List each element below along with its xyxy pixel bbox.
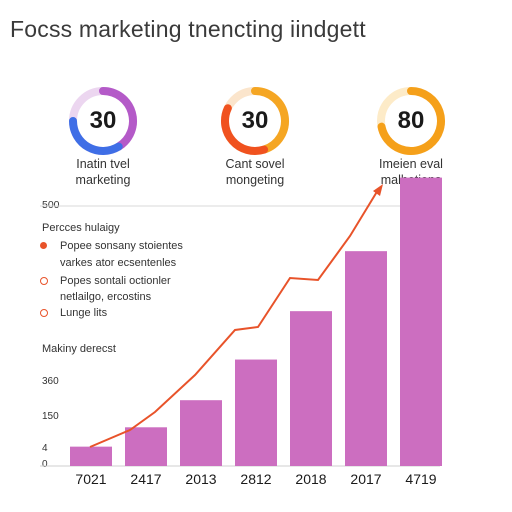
legend-item-1-text: Popee sonsany stoientes	[60, 240, 183, 252]
donut-chart-1: 30	[66, 84, 140, 158]
legend-title: Percces hulaigy	[42, 222, 120, 234]
bar-4	[235, 359, 277, 466]
donut-arc-3a	[407, 87, 445, 149]
donut-label-1-line-1: Inatin tvel	[76, 157, 130, 171]
donut-arc-1a	[99, 87, 137, 151]
donut-arc-1b	[69, 117, 123, 155]
y-tick-3: 4	[42, 443, 48, 454]
donut-chart-3: 80	[374, 84, 448, 158]
bar-1	[70, 446, 112, 466]
chart-top-label: 500	[42, 199, 60, 211]
bar-2	[125, 427, 167, 466]
legend-marker-hollow-icon	[40, 277, 48, 285]
section-label: Makiny derecst	[42, 343, 116, 355]
legend-item-3-text: Popes sontali octionler	[60, 275, 171, 287]
legend-item-5-text: Lunge lits	[60, 307, 108, 319]
legend-marker-filled-icon	[40, 242, 47, 249]
donut-value-1: 30	[89, 107, 117, 134]
x-tick-label-1: 7021	[75, 471, 106, 487]
donut-ring-2	[221, 87, 289, 155]
chart-title: Focss marketing tnencting iindgett	[10, 16, 366, 42]
donut-arc-3b	[377, 122, 434, 155]
donut-ring-1	[69, 87, 137, 155]
donut-chart-2: 30	[218, 84, 292, 158]
donut-label-2-line-1: Cant sovel	[225, 157, 285, 171]
legend-marker-hollow-icon	[40, 309, 48, 317]
donut-label-1-line-2: marketing	[75, 173, 131, 187]
donut-arc-2b	[221, 104, 269, 155]
x-tick-label-2: 2417	[130, 471, 161, 487]
x-tick-label-4: 2812	[240, 471, 271, 487]
trend-line	[89, 189, 379, 448]
trend-arrow-icon	[373, 184, 383, 196]
x-tick-labels: 7021 2417 2013 2812 2018 2017 4719	[75, 471, 436, 487]
donut-value-2: 30	[241, 107, 269, 134]
x-tick-label-5: 2018	[295, 471, 326, 487]
y-tick-2: 150	[42, 411, 59, 422]
bar-7	[400, 177, 442, 466]
x-tick-label-7: 4719	[405, 471, 436, 487]
bar-5	[290, 311, 332, 466]
bars-group	[70, 177, 442, 466]
y-tick-4: 0	[42, 459, 48, 470]
donut-label-2-line-2: mongeting	[225, 173, 285, 187]
legend-item-2-text: varkes ator ecsentenles	[60, 257, 177, 269]
bar-3	[180, 400, 222, 466]
y-tick-1: 360	[42, 376, 59, 387]
x-tick-label-3: 2013	[185, 471, 216, 487]
bar-6	[345, 251, 387, 466]
donut-arc-2a	[251, 87, 289, 154]
donut-label-1: Inatin tvel marketing	[38, 156, 168, 188]
legend-item-4-text: netlailgo, ercostins	[60, 291, 152, 303]
x-tick-label-6: 2017	[350, 471, 381, 487]
donut-label-2: Cant sovel mongeting	[190, 156, 320, 188]
donut-value-3: 80	[397, 107, 425, 134]
donut-label-3-line-1: Imeien eval	[379, 157, 443, 171]
donut-ring-3	[377, 87, 445, 155]
